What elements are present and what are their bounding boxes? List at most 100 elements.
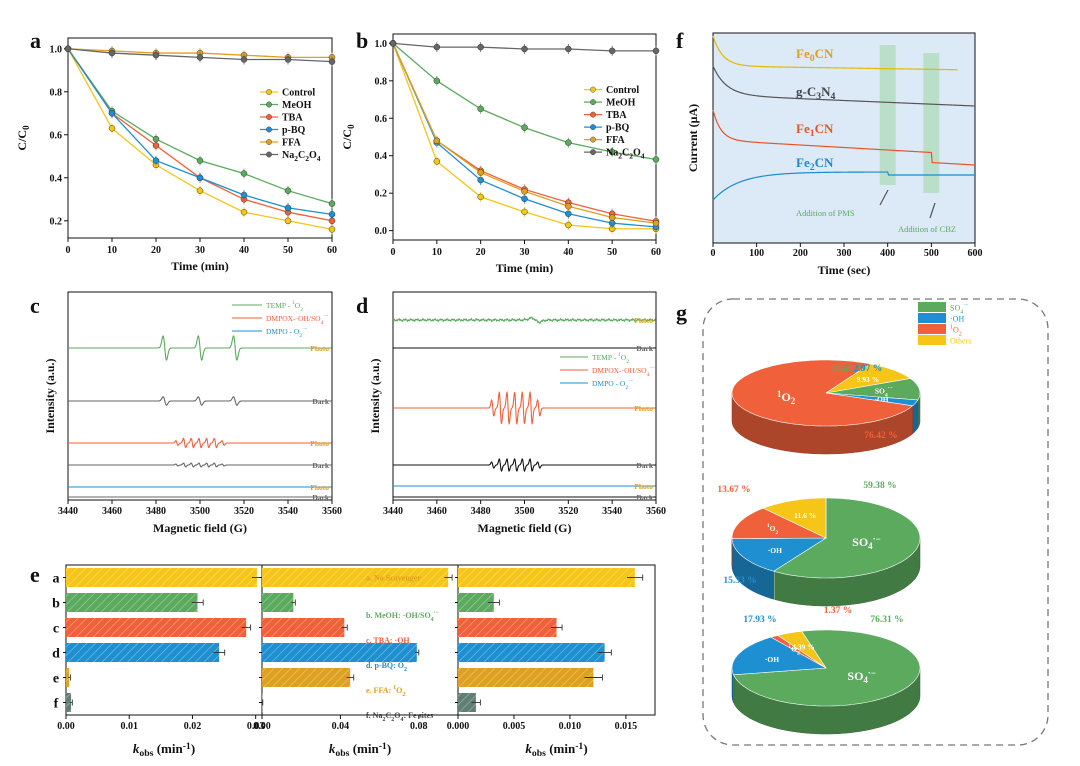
x-tick-label: 3500 [190,506,210,517]
y-tick-label: 0.4 [50,173,63,184]
data-point [433,43,441,51]
legend-label-0: Control [606,85,639,96]
arrow-pms [879,189,889,206]
annotation-cbz: Addition of CBZ [898,224,956,234]
y-tick-label: 1.0 [50,44,63,55]
legend-label-2: TBA [606,110,627,121]
data-point [196,54,204,61]
data-point [521,195,528,203]
x-axis-label: Magnetic field (G) [153,521,247,535]
x-tick-label: 500 [924,248,939,259]
pie-slice-Others [777,630,827,669]
current-trace-2 [712,109,976,166]
legend-label-2: 1O2 [950,325,962,338]
data-point [608,214,616,221]
trace-label: Photo [634,404,653,413]
trace-label: Photo [310,344,329,353]
panel-label-g: g [676,300,687,325]
data-point [196,187,204,194]
x-tick-label: 3500 [515,506,535,517]
legend-label-0: TEMP - 1O2 [266,300,303,313]
x-tick-label: 60 [327,245,337,256]
legend-label-2: DMPO - O2·− [266,326,307,339]
trace-label: Photo [310,483,329,492]
series-label-1: g-C3N4 [796,84,835,102]
bar-a [262,568,449,587]
x-tick-label: 3560 [322,506,342,517]
bar-f [262,693,263,712]
pie-outer-label: 10.68 % [831,364,864,374]
x-tick-label: 0.005 [503,721,526,732]
pie-outer-label: 2.97 % [854,364,883,374]
data-point [477,105,484,113]
panel-g-border [702,298,1049,746]
pie-outer-label: 1.37 % [824,606,853,616]
legend-label-2: DMPO - O2·− [592,378,633,391]
trace-label: Dark [312,397,329,406]
trace-label: Dark [312,493,329,502]
x-tick-label: 3480 [146,506,166,517]
pie-outer-label: 15.33 % [723,576,756,586]
y-tick-label: 0.6 [50,130,63,141]
data-point [196,174,204,182]
data-point [608,47,616,55]
data-point [152,142,160,149]
data-point [240,170,248,177]
pie-slice-SO4·- [733,629,921,707]
annotation-3: d. p-BQ: O2·− [366,660,413,673]
y-tick-label: 0.6 [375,114,388,125]
x-tick-label: 30 [520,247,530,258]
x-tick-label: 3560 [646,506,666,517]
legend-marker [590,136,596,143]
legend-marker [266,151,272,158]
pie-slice-·OH [731,636,828,676]
y-tick-label: 0.8 [375,76,388,87]
legend-marker [266,89,272,95]
legend-label-3: Others [950,337,971,346]
legend-marker [266,126,272,133]
x-tick-label: 20 [151,245,161,256]
bar-e [66,668,70,687]
data-point [565,221,572,229]
x-tick-label: 0.08 [410,721,428,732]
pie-inner-label: 4.39 % [792,642,815,651]
x-axis-label: kobs (min-1) [329,741,391,759]
data-point [108,110,116,117]
data-point [284,204,292,212]
data-point [433,137,441,144]
legend-label-1: ·OH [950,315,964,324]
bar-d [262,643,417,662]
data-point [240,208,248,216]
x-tick-label: 0.00 [57,721,75,732]
series-label-3: Fe2CN [796,155,834,173]
bar-f [66,693,72,712]
x-tick-label: 400 [880,248,895,259]
x-tick-label: 0 [711,248,716,259]
legend-label-2: TBA [282,113,303,124]
x-tick-label: 0 [391,247,396,258]
pie-slice-Others [762,497,827,539]
annotation-0: a. No Scavenger [366,574,421,583]
category-label: d [52,647,60,662]
legend-label-3: p-BQ [606,123,630,134]
x-tick-label: 0.04 [332,721,350,732]
legend-marker [590,111,596,118]
data-point [284,217,292,225]
pie-outer-label: 76.31 % [870,615,903,625]
legend-label-1: DMPOX-·OH/SO4·− [266,313,328,326]
data-point [477,193,484,201]
x-tick-label: 10 [107,245,117,256]
epr-trace-0 [392,316,656,325]
x-tick-label: 0.01 [120,721,138,732]
y-tick-label: 0.4 [375,151,388,162]
x-tick-label: 600 [968,248,983,259]
data-point [152,51,160,59]
data-point [521,124,528,131]
pie-inner-label: SO4·− [847,668,876,685]
data-point [284,56,292,63]
x-tick-label: 200 [793,248,808,259]
legend-label-4: FFA [282,138,301,149]
pie-inner-label: 9.93 % [857,375,880,384]
trace-label: Dark [636,493,653,502]
